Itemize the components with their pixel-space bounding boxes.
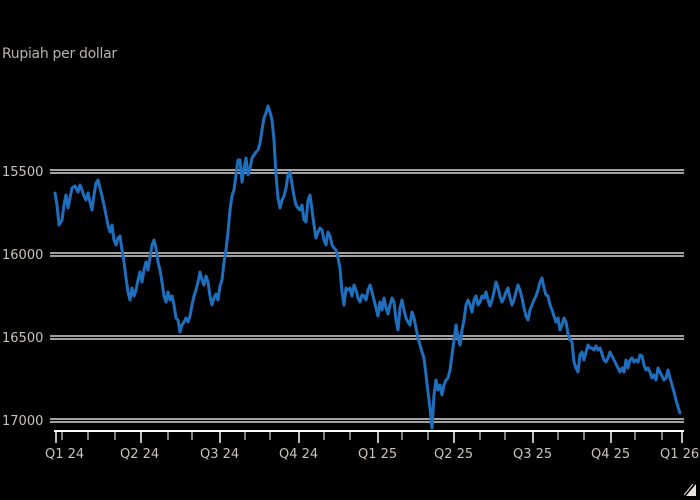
x-tick-q2-25: Q2 25 <box>434 447 473 462</box>
x-tick-q3-25: Q3 25 <box>513 447 552 462</box>
x-tick-q1-26: Q1 26 <box>660 447 699 462</box>
x-tick-q1-24: Q1 24 <box>45 447 84 462</box>
x-tick-q4-24: Q4 24 <box>279 447 318 462</box>
y-axis-labels: 15500 16000 16500 17000 <box>2 165 43 429</box>
y-tick-15500: 15500 <box>2 165 43 180</box>
x-axis <box>54 430 684 443</box>
gridlines <box>50 169 684 423</box>
x-axis-labels: Q1 24 Q2 24 Q3 24 Q4 24 Q1 25 Q2 25 Q3 2… <box>45 447 699 462</box>
y-tick-16000: 16000 <box>2 248 43 263</box>
resize-corner-icon <box>684 484 696 496</box>
x-tick-q3-24: Q3 24 <box>200 447 239 462</box>
rupiah-line <box>53 104 682 430</box>
x-tick-q2-24: Q2 24 <box>120 447 159 462</box>
y-tick-16500: 16500 <box>2 331 43 346</box>
chart-subtitle: Rupiah per dollar <box>2 46 117 62</box>
y-tick-17000: 17000 <box>2 414 43 429</box>
x-tick-q4-25: Q4 25 <box>591 447 630 462</box>
x-tick-q1-25: Q1 25 <box>358 447 397 462</box>
